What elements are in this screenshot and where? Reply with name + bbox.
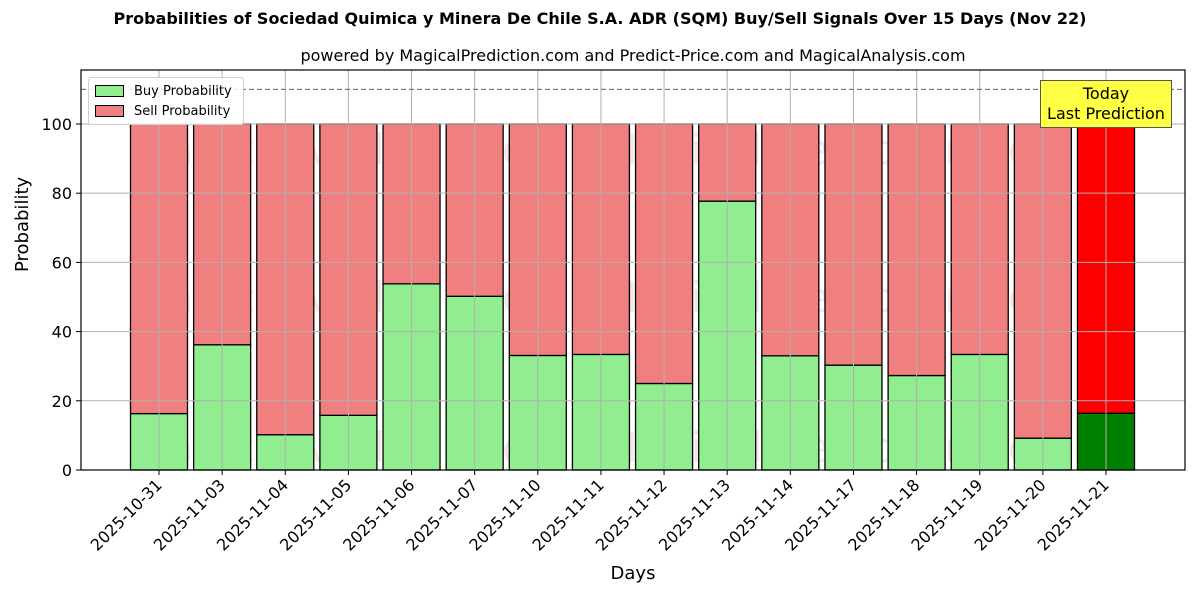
y-tick-label: 80 [52, 184, 72, 203]
y-tick-label: 20 [52, 392, 72, 411]
sell-swatch-icon [95, 105, 124, 117]
legend-item-buy: Buy Probability [95, 83, 232, 99]
legend-item-sell: Sell Probability [95, 103, 230, 119]
chart-subtitle: powered by MagicalPrediction.com and Pre… [300, 46, 966, 65]
chart-title: Probabilities of Sociedad Quimica y Mine… [113, 9, 1087, 28]
buy-swatch-icon [95, 85, 124, 97]
x-axis-label: Days [610, 563, 656, 584]
y-tick-label: 60 [52, 253, 72, 272]
legend: Buy Probability Sell Probability [88, 77, 244, 125]
legend-label-sell: Sell Probability [134, 103, 231, 119]
today-annotation: Today Last Prediction [1040, 80, 1172, 128]
y-tick-label: 100 [41, 115, 72, 134]
annotation-line-2: Last Prediction [1047, 104, 1165, 123]
legend-label-buy: Buy Probability [134, 83, 232, 99]
y-axis-label: Probability [12, 176, 33, 272]
y-tick-label: 0 [62, 461, 72, 480]
y-tick-label: 40 [52, 323, 72, 342]
plot-frame [80, 69, 1186, 471]
annotation-line-1: Today [1082, 84, 1130, 103]
